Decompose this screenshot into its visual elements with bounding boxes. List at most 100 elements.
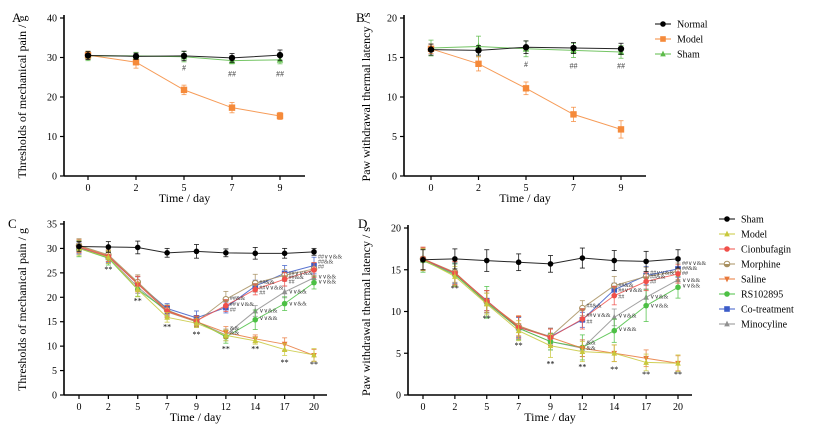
significance-annotation: ## bbox=[318, 265, 324, 271]
significance-annotation: ##∨∨&& bbox=[318, 255, 342, 261]
legend-item: Co-treatment bbox=[719, 305, 794, 316]
data-point bbox=[281, 250, 288, 257]
x-tick-label: 5 bbox=[135, 402, 140, 413]
significance-annotation: ##∨∨&& bbox=[259, 286, 283, 292]
data-point bbox=[223, 250, 229, 256]
legend-item: Model bbox=[655, 35, 703, 46]
data-point bbox=[134, 286, 141, 292]
legend-item: Morphine bbox=[719, 260, 781, 271]
legend-marker bbox=[724, 216, 730, 222]
series-sham bbox=[76, 240, 317, 260]
data-point bbox=[547, 342, 554, 349]
significance-annotation: ∨∨&& bbox=[618, 327, 636, 333]
significance-annotation: ## bbox=[617, 61, 625, 70]
significance-annotation: ##&& bbox=[682, 266, 698, 272]
significance-annotation: ∨∨&& bbox=[650, 294, 668, 300]
y-tick-label: 10 bbox=[47, 132, 57, 143]
significance-annotation: ##&& bbox=[259, 280, 275, 286]
panel-b: B 0 5 10 15 20 0 2 5 7 9 Time / day Paw withdrawal t… bbox=[356, 10, 646, 205]
significance-annotation: ## bbox=[586, 320, 592, 326]
significance-annotation: ∨∨&& bbox=[259, 308, 277, 314]
significance-annotation: ##&& bbox=[289, 275, 305, 281]
data-point bbox=[311, 351, 317, 358]
significance-annotation: ∨∨&& bbox=[259, 316, 277, 322]
legend-label: Cionbufagin bbox=[741, 245, 791, 256]
x-tick-label: 2 bbox=[452, 402, 457, 413]
data-point bbox=[522, 85, 530, 92]
significance-annotation: ## bbox=[230, 308, 236, 314]
panel-d: D 0 5 10 15 20 0 2 5 7 9 12 14 17 20 Time / day Paw with… bbox=[358, 216, 706, 424]
data-point bbox=[84, 52, 92, 59]
significance-annotation: ** bbox=[163, 323, 171, 332]
legend-marker-fill bbox=[724, 264, 730, 267]
x-tick-label: 0 bbox=[77, 402, 82, 413]
significance-annotation: ** bbox=[310, 360, 318, 369]
y-tick-label: 5 bbox=[52, 366, 57, 377]
x-tick-label: 0 bbox=[421, 402, 426, 413]
y-tick-label: 35 bbox=[47, 220, 57, 231]
data-point bbox=[180, 86, 188, 94]
significance-annotation: ##&& bbox=[650, 274, 666, 280]
legend-top: Normal Model Sham bbox=[655, 20, 708, 61]
data-point bbox=[452, 273, 458, 279]
significance-annotation: ∨∨&& bbox=[682, 278, 700, 284]
data-point bbox=[547, 261, 554, 267]
legend-marker bbox=[660, 50, 666, 57]
y-tick-label: 5 bbox=[396, 349, 401, 360]
legend-label: Minocyline bbox=[741, 320, 788, 331]
x-tick-label: 7 bbox=[516, 402, 521, 413]
significance-annotation: ## bbox=[682, 271, 688, 277]
data-point bbox=[311, 267, 317, 273]
significance-annotation: && bbox=[230, 330, 240, 336]
y-tick-label: 10 bbox=[47, 342, 57, 353]
series-normal bbox=[84, 49, 284, 63]
legend-label: Co-treatment bbox=[741, 305, 794, 316]
x-tick-label: 5 bbox=[524, 183, 529, 194]
x-tick-label: 9 bbox=[548, 402, 553, 413]
significance-annotation: && bbox=[230, 326, 240, 332]
significance-annotation: ** bbox=[674, 370, 682, 379]
y-tick-label: 0 bbox=[52, 391, 57, 402]
data-point bbox=[276, 51, 284, 59]
data-point bbox=[281, 276, 288, 283]
y-axis-label: Thresholds of mechanical pain / g bbox=[15, 16, 29, 179]
series-model bbox=[76, 240, 317, 362]
legend-label: Sham bbox=[677, 50, 700, 61]
y-tick-label: 0 bbox=[396, 391, 401, 402]
data-point bbox=[452, 256, 458, 262]
y-axis-label: Paw withdrawal thermal latency / s bbox=[359, 12, 373, 181]
data-point bbox=[475, 47, 482, 54]
data-point bbox=[281, 346, 288, 352]
x-axis-label: Time / day bbox=[170, 410, 222, 424]
panel-letter: D bbox=[358, 216, 367, 231]
significance-annotation: ##∨∨&& bbox=[230, 302, 254, 308]
x-tick-label: 9 bbox=[194, 402, 199, 413]
significance-annotation: ** bbox=[642, 370, 650, 379]
legend-marker bbox=[724, 291, 730, 297]
data-point bbox=[134, 244, 141, 251]
legend-marker bbox=[724, 306, 730, 312]
series-model bbox=[427, 43, 625, 139]
legend-bottom: Sham Model Cionbufagin Morphine Saline RS1028… bbox=[719, 215, 794, 331]
x-tick-label: 7 bbox=[571, 183, 576, 194]
significance-annotation: ## bbox=[618, 294, 624, 300]
legend-item: Minocyline bbox=[719, 320, 788, 331]
legend-label: Morphine bbox=[741, 260, 781, 271]
data-point bbox=[675, 256, 681, 262]
panel-letter: B bbox=[356, 10, 365, 25]
y-tick-label: 20 bbox=[47, 293, 57, 304]
y-tick-label: 10 bbox=[391, 307, 401, 318]
significance-annotation: ** bbox=[547, 359, 555, 368]
significance-annotation: ** bbox=[515, 341, 523, 350]
legend-label: RS102895 bbox=[741, 290, 783, 301]
data-point bbox=[228, 54, 236, 62]
data-point bbox=[611, 292, 618, 299]
series-model bbox=[420, 248, 681, 373]
x-tick-label: 0 bbox=[86, 183, 91, 194]
data-point bbox=[617, 126, 625, 133]
significance-annotation: ∨∨&& bbox=[289, 289, 307, 295]
data-point bbox=[475, 60, 482, 68]
data-point bbox=[675, 359, 681, 366]
data-point bbox=[132, 59, 140, 66]
